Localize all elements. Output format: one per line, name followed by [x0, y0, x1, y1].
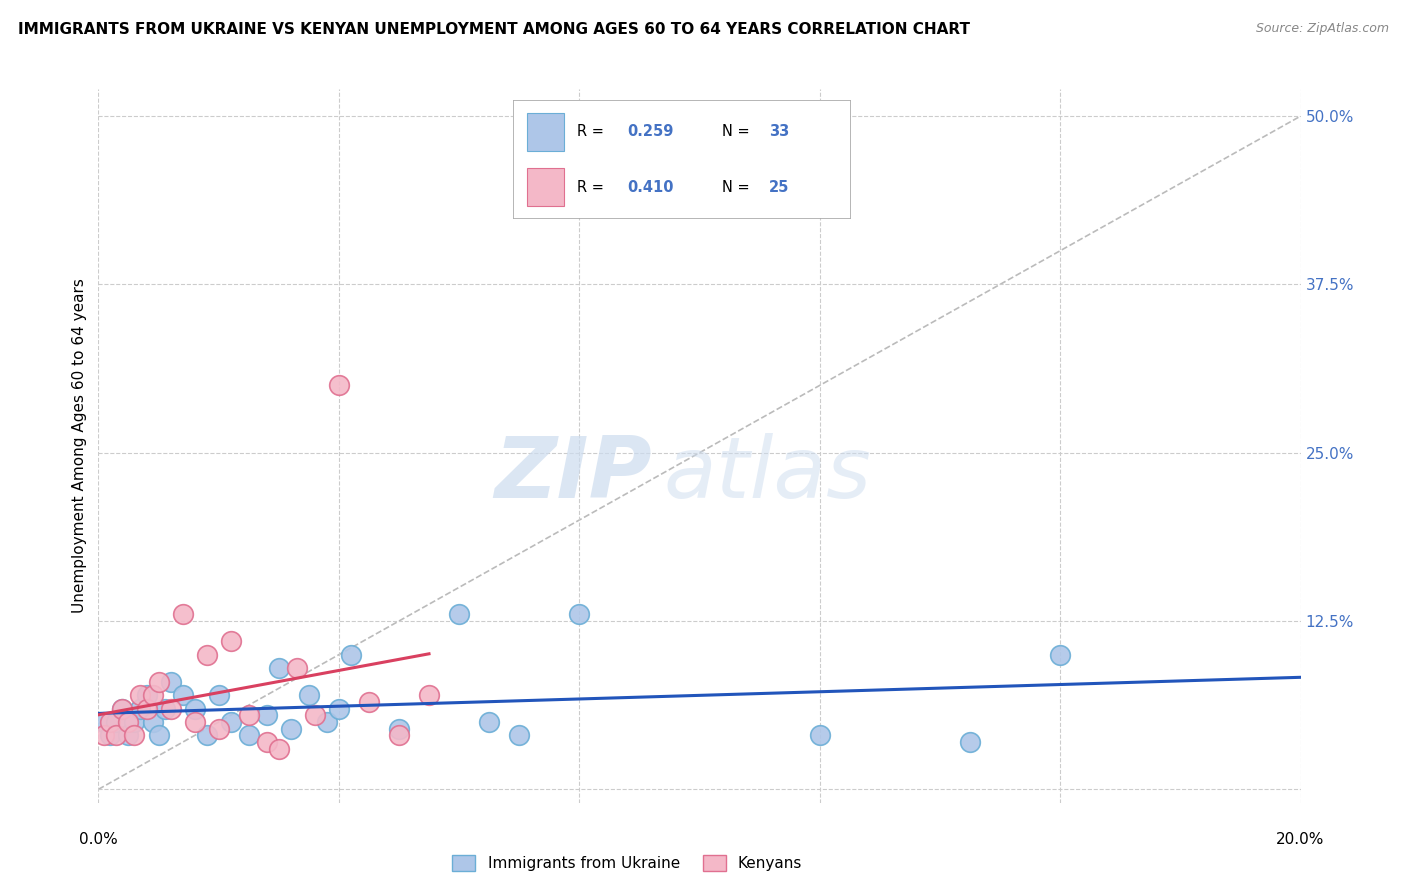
Point: [93, 729, 115, 743]
Point: [124, 729, 146, 743]
Text: 0.0%: 0.0%: [79, 832, 118, 847]
Point: [208, 688, 231, 702]
Point: [141, 688, 163, 702]
Point: [93, 714, 115, 729]
Point: [357, 695, 380, 709]
Point: [129, 688, 152, 702]
Point: [388, 729, 411, 743]
Point: [328, 378, 350, 392]
Point: [159, 674, 181, 689]
Point: [388, 722, 411, 736]
Point: [238, 708, 260, 723]
Point: [183, 714, 205, 729]
Legend: Immigrants from Ukraine, Kenyans: Immigrants from Ukraine, Kenyans: [446, 849, 808, 877]
Point: [267, 661, 290, 675]
Point: [105, 714, 128, 729]
Point: [135, 701, 157, 715]
Point: [153, 701, 176, 715]
Point: [172, 607, 194, 622]
Point: [238, 729, 260, 743]
Y-axis label: Unemployment Among Ages 60 to 64 years: Unemployment Among Ages 60 to 64 years: [72, 278, 87, 614]
Point: [328, 701, 350, 715]
Point: [959, 735, 981, 749]
Point: [256, 735, 278, 749]
Point: [298, 688, 321, 702]
Point: [105, 729, 128, 743]
Point: [219, 714, 242, 729]
Text: 20.0%: 20.0%: [1277, 832, 1324, 847]
Point: [808, 729, 831, 743]
Point: [117, 714, 139, 729]
Point: [340, 648, 363, 662]
Point: [135, 688, 157, 702]
Point: [1049, 648, 1071, 662]
Point: [285, 661, 308, 675]
Point: [478, 714, 501, 729]
Point: [219, 634, 242, 648]
Point: [280, 722, 302, 736]
Point: [100, 714, 122, 729]
Point: [183, 701, 205, 715]
Point: [267, 742, 290, 756]
Point: [172, 688, 194, 702]
Point: [256, 708, 278, 723]
Point: [195, 648, 218, 662]
Point: [124, 714, 146, 729]
Text: ZIP: ZIP: [494, 433, 651, 516]
Point: [418, 688, 440, 702]
Point: [159, 701, 181, 715]
Point: [508, 729, 530, 743]
Point: [208, 722, 231, 736]
Point: [447, 607, 470, 622]
Text: IMMIGRANTS FROM UKRAINE VS KENYAN UNEMPLOYMENT AMONG AGES 60 TO 64 YEARS CORRELA: IMMIGRANTS FROM UKRAINE VS KENYAN UNEMPL…: [18, 22, 970, 37]
Text: atlas: atlas: [664, 433, 872, 516]
Point: [304, 708, 326, 723]
Point: [129, 701, 152, 715]
Point: [568, 607, 591, 622]
Point: [315, 714, 337, 729]
Point: [100, 729, 122, 743]
Point: [111, 701, 134, 715]
Point: [195, 729, 218, 743]
Point: [141, 714, 163, 729]
Point: [117, 729, 139, 743]
Point: [148, 674, 170, 689]
Point: [148, 729, 170, 743]
Text: Source: ZipAtlas.com: Source: ZipAtlas.com: [1256, 22, 1389, 36]
Point: [111, 701, 134, 715]
